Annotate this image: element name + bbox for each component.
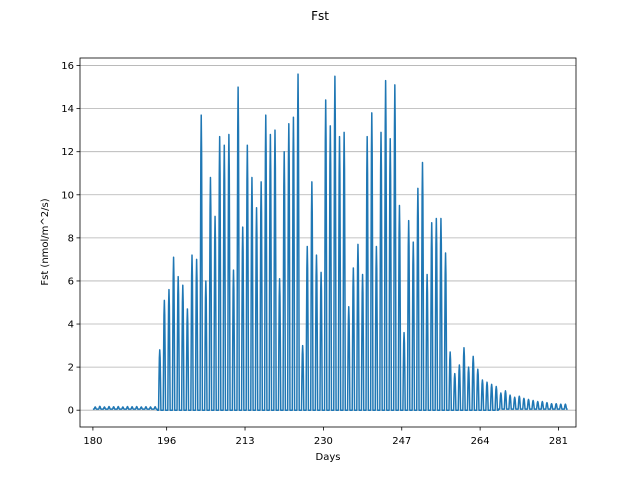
y-tick-label: 16 <box>61 61 74 72</box>
x-tick-label: 213 <box>235 436 254 447</box>
x-axis-ticks: 180 196 213 230 247 264 281 <box>83 427 568 447</box>
y-tick-label: 0 <box>68 406 74 417</box>
x-tick-label: 281 <box>549 436 568 447</box>
series-layer <box>92 73 569 411</box>
y-tick-label: 10 <box>61 190 74 201</box>
y-tick-label: 6 <box>68 276 74 287</box>
x-tick-label: 180 <box>83 436 102 447</box>
y-axis-ticks: 0 2 4 6 8 10 12 14 16 <box>61 61 80 417</box>
x-tick-label: 247 <box>392 436 411 447</box>
plot-area-frame <box>79 57 577 428</box>
y-tick-label: 8 <box>68 233 74 244</box>
x-tick-label: 264 <box>471 436 490 447</box>
x-tick-label: 230 <box>314 436 333 447</box>
x-tick-label: 196 <box>157 436 176 447</box>
y-tick-label: 12 <box>61 147 74 158</box>
fst-series-line <box>92 73 569 411</box>
y-tick-label: 14 <box>61 104 74 115</box>
grid-lines <box>80 65 576 411</box>
y-tick-label: 2 <box>68 363 74 374</box>
y-axis-label: Fst (nmol/m^2/s) <box>40 198 51 285</box>
x-axis-label: Days <box>316 452 341 463</box>
y-tick-label: 4 <box>68 320 74 331</box>
chart-title: Fst <box>311 9 329 23</box>
